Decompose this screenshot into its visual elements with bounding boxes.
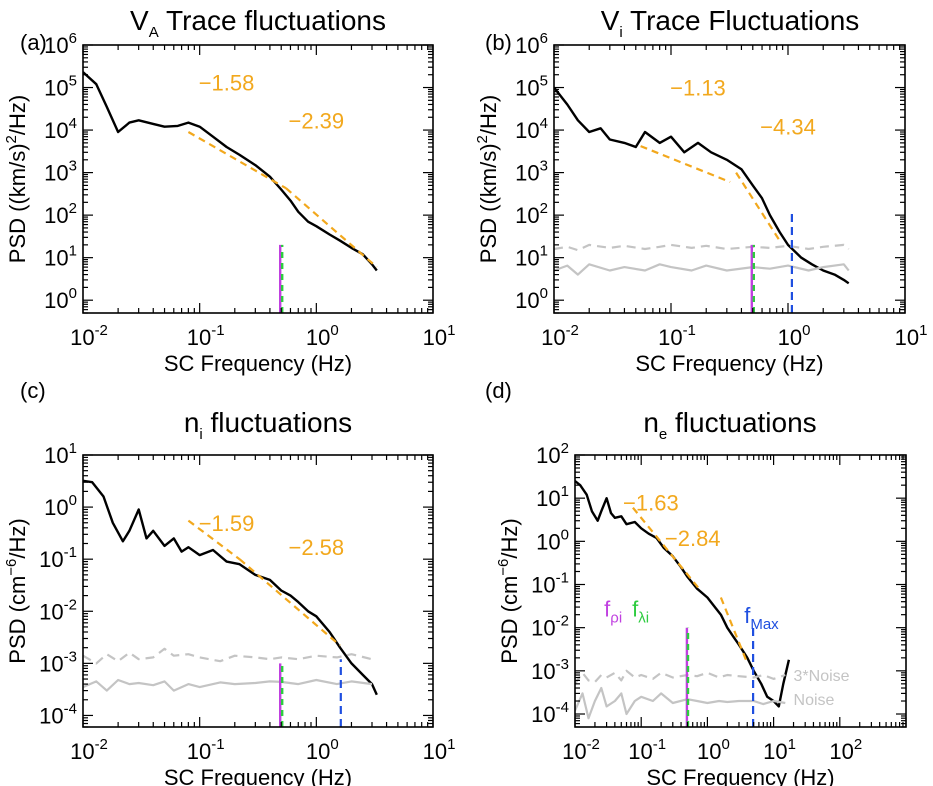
x-tick-label: 102 [829, 736, 862, 764]
panel-d: 10-2 10-1 100 101 102 10-4 10-3 10-2 10-1 100 101 1… [485, 378, 907, 786]
x-axis-label: SC Frequency (Hz) [164, 351, 352, 376]
noise3-line [554, 243, 850, 252]
x-tick-label: 10-2 [541, 322, 579, 350]
y-tick-label: 101 [44, 243, 77, 271]
y-tick-label: 100 [515, 285, 548, 313]
plot-frame [553, 44, 906, 314]
panel-b: 10-2 10-1 100 101 100 101 102 103 104 105 106 SC Fr… [474, 5, 927, 376]
y-axis-label: PSD (cm−6/Hz) [495, 518, 522, 663]
fit-line [238, 558, 341, 647]
legend-noise: Noise [794, 692, 835, 709]
fit-line [187, 131, 287, 190]
panel-letter: (b) [485, 30, 512, 55]
legend-f-rho: fρi [604, 597, 622, 627]
x-tick-label: 101 [763, 736, 796, 764]
slope-label: −1.63 [623, 490, 679, 515]
x-tick-label: 10-2 [70, 736, 108, 764]
x-tick-label: 10-1 [187, 736, 225, 764]
y-tick-label: 106 [515, 30, 548, 58]
y-tick-label: 100 [44, 492, 77, 520]
noise-line [575, 686, 786, 720]
x-tick-label: 10-1 [187, 322, 225, 350]
y-axis-label: PSD (cm−6/Hz) [3, 518, 30, 663]
y-tick-label: 102 [44, 200, 77, 228]
psd-line [575, 480, 791, 708]
x-axis-label: SC Frequency (Hz) [164, 765, 352, 786]
panel-title: VA Trace fluctuations [130, 5, 386, 41]
y-axis-label: PSD ((km/s)2/Hz) [3, 95, 30, 263]
panel-letter: (d) [485, 378, 512, 403]
y-tick-label: 101 [536, 483, 569, 511]
y-tick-label: 10-1 [531, 570, 569, 598]
fit-line [187, 519, 241, 561]
y-tick-label: 101 [44, 440, 77, 468]
psd-line [554, 86, 850, 285]
slope-label: −2.39 [288, 108, 344, 133]
fit-line [285, 187, 378, 268]
x-tick-label: 100 [697, 736, 730, 764]
noise-line [554, 263, 850, 276]
x-tick-label: 100 [306, 736, 339, 764]
legend-f-max: fMax [744, 603, 779, 633]
panel-title: Vi Trace Fluctuations [601, 5, 860, 41]
y-tick-label: 10-2 [39, 596, 77, 624]
y-tick-label: 104 [44, 115, 77, 143]
y-tick-label: 10-3 [531, 656, 569, 684]
x-tick-label: 10-1 [628, 736, 666, 764]
slope-label: −1.59 [199, 511, 255, 536]
fit-line [640, 145, 731, 184]
y-tick-label: 10-3 [39, 648, 77, 676]
x-tick-label: 101 [423, 322, 456, 350]
slope-label: −1.13 [670, 76, 726, 101]
x-tick-label: 100 [778, 322, 811, 350]
y-tick-label: 100 [536, 526, 569, 554]
legend-noise3: 3*Noise [794, 668, 850, 685]
y-tick-label: 103 [515, 158, 548, 186]
legend-f-lambda: fλi [632, 597, 649, 627]
x-tick-label: 10-2 [562, 736, 600, 764]
y-tick-label: 106 [44, 30, 77, 58]
fit-line [735, 172, 781, 242]
slope-label: −2.84 [665, 526, 721, 551]
slope-label: −4.34 [760, 115, 816, 140]
fit-line [632, 507, 700, 590]
x-tick-label: 101 [423, 736, 456, 764]
panel-letter: (c) [20, 378, 46, 403]
noise-line [83, 678, 373, 692]
x-axis-label: SC Frequency (Hz) [635, 351, 823, 376]
panel-letter: (a) [20, 30, 47, 55]
y-tick-label: 102 [536, 440, 569, 468]
x-tick-label: 10-2 [70, 322, 108, 350]
y-axis-label: PSD ((km/s)2/Hz) [474, 95, 501, 263]
x-tick-label: 100 [306, 322, 339, 350]
y-tick-label: 105 [44, 73, 77, 101]
y-tick-label: 105 [515, 73, 548, 101]
y-tick-label: 102 [515, 200, 548, 228]
y-tick-label: 10-4 [39, 700, 77, 728]
noise3-line [575, 669, 786, 685]
y-tick-label: 10-2 [531, 613, 569, 641]
panel-a: 10-2 10-1 100 101 100 101 102 103 104 105 106 SC Fr… [3, 5, 455, 376]
x-axis-label: SC Frequency (Hz) [646, 765, 834, 786]
noise3-line [83, 647, 373, 665]
y-tick-label: 10-1 [39, 544, 77, 572]
panel-title: ne fluctuations [643, 407, 816, 443]
y-tick-label: 100 [44, 285, 77, 313]
psd-line [83, 71, 378, 272]
y-tick-label: 104 [515, 115, 548, 143]
x-tick-label: 10-1 [658, 322, 696, 350]
slope-label: −1.58 [199, 71, 255, 96]
psd-line [83, 479, 378, 696]
y-tick-label: 103 [44, 158, 77, 186]
y-tick-label: 101 [515, 243, 548, 271]
x-tick-label: 101 [895, 322, 928, 350]
panel-title: ni fluctuations [184, 407, 352, 443]
slope-label: −2.58 [288, 535, 344, 560]
y-tick-label: 10-4 [531, 699, 569, 727]
plot-frame [82, 44, 434, 314]
plot-frame [82, 454, 434, 728]
panel-c: 10-2 10-1 100 101 10-4 10-3 10-2 10-1 100 101 SC F… [3, 378, 455, 786]
